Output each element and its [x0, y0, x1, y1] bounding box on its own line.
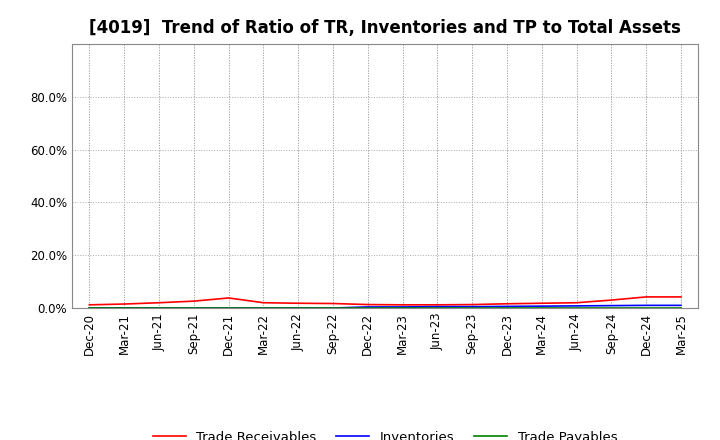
- Trade Payables: [155, 305, 163, 311]
- Trade Receivables: [607, 297, 616, 303]
- Trade Receivables: [294, 301, 302, 306]
- Inventories: [364, 304, 372, 310]
- Inventories: [85, 305, 94, 311]
- Trade Payables: [85, 305, 94, 311]
- Inventories: [642, 303, 651, 308]
- Trade Receivables: [155, 300, 163, 305]
- Inventories: [503, 304, 511, 309]
- Trade Payables: [572, 305, 581, 311]
- Inventories: [189, 305, 198, 311]
- Trade Receivables: [259, 300, 268, 305]
- Trade Receivables: [364, 302, 372, 307]
- Trade Payables: [398, 305, 407, 311]
- Inventories: [328, 305, 337, 311]
- Legend: Trade Receivables, Inventories, Trade Payables: Trade Receivables, Inventories, Trade Pa…: [148, 425, 623, 440]
- Inventories: [537, 304, 546, 309]
- Trade Receivables: [677, 294, 685, 300]
- Line: Trade Receivables: Trade Receivables: [89, 297, 681, 305]
- Inventories: [398, 304, 407, 310]
- Trade Payables: [468, 305, 477, 311]
- Trade Payables: [328, 305, 337, 311]
- Inventories: [120, 305, 129, 311]
- Inventories: [468, 304, 477, 309]
- Trade Receivables: [537, 301, 546, 306]
- Trade Payables: [607, 305, 616, 311]
- Trade Payables: [364, 305, 372, 311]
- Trade Payables: [189, 305, 198, 311]
- Trade Receivables: [468, 302, 477, 307]
- Trade Payables: [294, 305, 302, 311]
- Title: [4019]  Trend of Ratio of TR, Inventories and TP to Total Assets: [4019] Trend of Ratio of TR, Inventories…: [89, 19, 681, 37]
- Trade Receivables: [398, 302, 407, 308]
- Trade Receivables: [503, 301, 511, 306]
- Trade Payables: [503, 305, 511, 311]
- Inventories: [607, 303, 616, 308]
- Trade Payables: [225, 305, 233, 311]
- Trade Receivables: [189, 298, 198, 304]
- Trade Payables: [259, 305, 268, 311]
- Trade Receivables: [225, 295, 233, 301]
- Inventories: [259, 305, 268, 311]
- Trade Payables: [537, 305, 546, 311]
- Trade Receivables: [328, 301, 337, 306]
- Line: Inventories: Inventories: [89, 305, 681, 308]
- Trade Receivables: [120, 301, 129, 307]
- Trade Payables: [642, 305, 651, 311]
- Inventories: [677, 303, 685, 308]
- Trade Payables: [677, 305, 685, 311]
- Trade Receivables: [642, 294, 651, 300]
- Trade Receivables: [85, 302, 94, 308]
- Inventories: [294, 305, 302, 311]
- Inventories: [572, 303, 581, 308]
- Trade Receivables: [433, 302, 442, 308]
- Inventories: [433, 304, 442, 309]
- Trade Payables: [433, 305, 442, 311]
- Inventories: [225, 305, 233, 311]
- Trade Receivables: [572, 300, 581, 305]
- Trade Payables: [120, 305, 129, 311]
- Inventories: [155, 305, 163, 311]
